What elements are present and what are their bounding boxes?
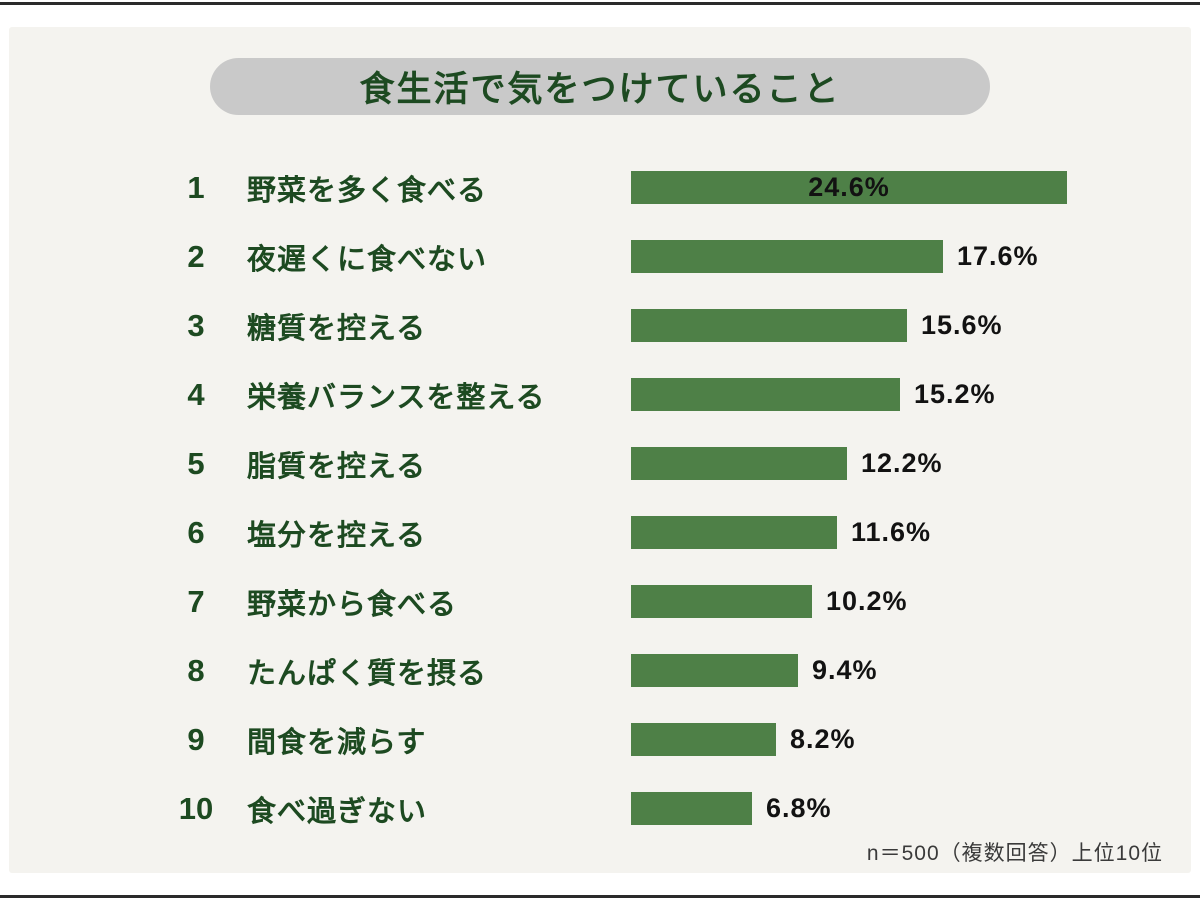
- rank-number: 4: [187, 376, 205, 412]
- category-label: 脂質を控える: [247, 450, 427, 483]
- chart-title: 食生活で気をつけていること: [359, 70, 841, 109]
- bar-area: 9.4%: [631, 654, 1191, 687]
- chart-row: 9 間食を減らす 8.2%: [9, 705, 1191, 774]
- rank-number: 2: [187, 238, 205, 274]
- top-border: [0, 2, 1200, 5]
- value-bar: [631, 792, 752, 825]
- value-label: 24.6%: [808, 172, 890, 202]
- category-label: 夜遅くに食べない: [247, 243, 488, 276]
- bar-area: 10.2%: [631, 585, 1191, 618]
- category-label: 野菜から食べる: [247, 588, 458, 621]
- value-bar: 24.6%: [631, 171, 1067, 204]
- category-label: 糖質を控える: [247, 312, 427, 345]
- rank-number: 3: [187, 307, 205, 343]
- category-label: 栄養バランスを整える: [247, 381, 546, 414]
- chart-row: 4 栄養バランスを整える 15.2%: [9, 360, 1191, 429]
- bar-area: 6.8%: [631, 792, 1191, 825]
- rank-number: 6: [187, 514, 205, 550]
- bottom-border: [0, 895, 1200, 898]
- rank-number: 10: [178, 790, 214, 826]
- value-label: 15.2%: [914, 379, 996, 409]
- bar-area: 24.6%: [631, 171, 1191, 204]
- rank-number: 7: [187, 583, 205, 619]
- bar-area: 8.2%: [631, 723, 1191, 756]
- bar-area: 15.2%: [631, 378, 1191, 411]
- rank-number: 1: [187, 169, 205, 205]
- chart-row: 7 野菜から食べる 10.2%: [9, 567, 1191, 636]
- rank-number: 5: [187, 445, 205, 481]
- chart-row: 8 たんぱく質を摂る 9.4%: [9, 636, 1191, 705]
- chart-row: 6 塩分を控える 11.6%: [9, 498, 1191, 567]
- value-bar: [631, 240, 943, 273]
- value-bar: [631, 309, 907, 342]
- value-bar: [631, 378, 900, 411]
- category-label: 野菜を多く食べる: [247, 174, 488, 207]
- rank-number: 8: [187, 652, 205, 688]
- value-label: 17.6%: [957, 241, 1039, 271]
- chart-row: 10 食べ過ぎない 6.8%: [9, 774, 1191, 843]
- category-label: たんぱく質を摂る: [247, 657, 488, 690]
- category-label: 食べ過ぎない: [247, 795, 428, 828]
- chart-title-pill: 食生活で気をつけていること: [210, 58, 990, 115]
- bar-area: 12.2%: [631, 447, 1191, 480]
- chart-row: 3 糖質を控える 15.6%: [9, 291, 1191, 360]
- value-bar: [631, 516, 837, 549]
- value-label: 10.2%: [826, 586, 908, 616]
- category-label: 間食を減らす: [247, 726, 427, 759]
- bar-area: 15.6%: [631, 309, 1191, 342]
- value-bar: [631, 585, 812, 618]
- value-label: 8.2%: [790, 724, 856, 754]
- chart-row: 2 夜遅くに食べない 17.6%: [9, 222, 1191, 291]
- value-label: 6.8%: [766, 793, 832, 823]
- chart-row: 5 脂質を控える 12.2%: [9, 429, 1191, 498]
- chart-row: 1 野菜を多く食べる 24.6%: [9, 153, 1191, 222]
- value-label: 12.2%: [861, 448, 943, 478]
- value-label: 15.6%: [921, 310, 1003, 340]
- value-label: 9.4%: [812, 655, 878, 685]
- value-bar: [631, 723, 776, 756]
- value-label: 11.6%: [851, 517, 932, 547]
- survey-note: n＝500（複数回答）上位10位: [866, 842, 1163, 865]
- rank-number: 9: [187, 721, 205, 757]
- category-label: 塩分を控える: [247, 519, 427, 552]
- chart-panel: 食生活で気をつけていること 1 野菜を多く食べる 24.6% 2 夜遅くに食べない 17.…: [9, 27, 1191, 873]
- bar-area: 11.6%: [631, 516, 1191, 549]
- value-bar: [631, 447, 847, 480]
- bar-area: 17.6%: [631, 240, 1191, 273]
- value-bar: [631, 654, 798, 687]
- chart-rows: 1 野菜を多く食べる 24.6% 2 夜遅くに食べない 17.6% 3 糖質を控える 15.6%…: [9, 153, 1191, 843]
